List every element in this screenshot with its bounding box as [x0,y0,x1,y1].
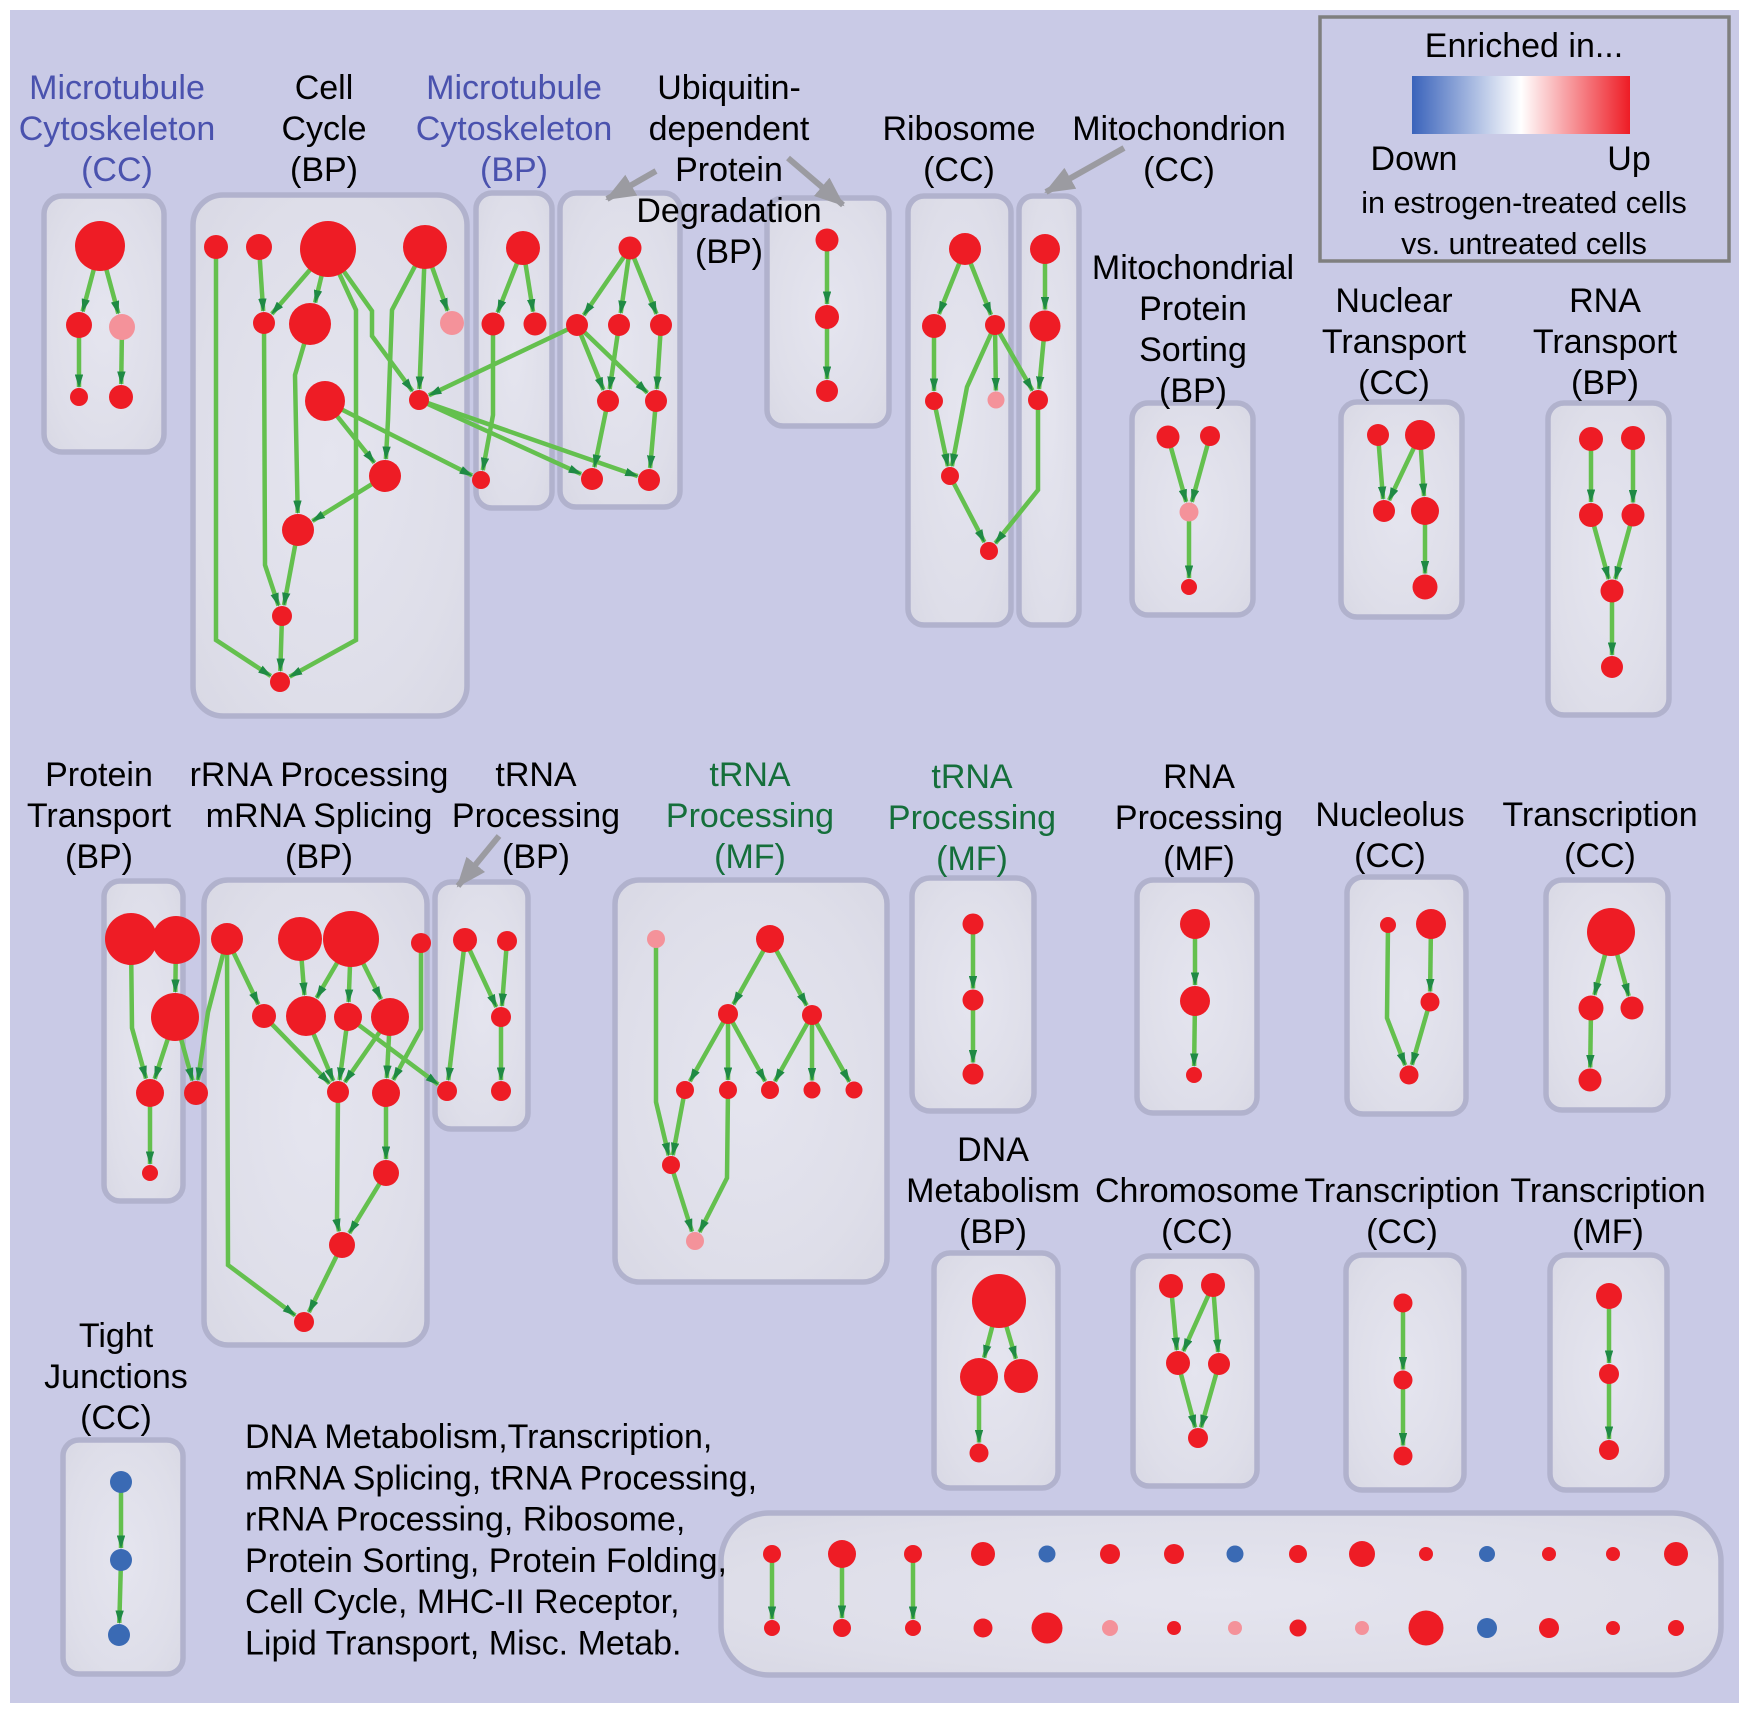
svg-text:Junctions: Junctions [44,1358,188,1396]
svg-text:mRNA Splicing, tRNA Processing: mRNA Splicing, tRNA Processing, [245,1459,757,1497]
svg-text:Processing: Processing [666,797,834,835]
svg-text:Processing: Processing [1115,799,1283,837]
svg-text:(BP): (BP) [1159,372,1227,410]
svg-text:Lipid Transport, Misc. Metab.: Lipid Transport, Misc. Metab. [245,1625,682,1663]
svg-text:(MF): (MF) [1163,840,1235,878]
svg-text:Enriched in...: Enriched in... [1425,27,1623,65]
svg-text:Protein Sorting, Protein Foldi: Protein Sorting, Protein Folding, [245,1542,727,1580]
svg-text:Nuclear: Nuclear [1335,282,1452,320]
svg-text:(CC): (CC) [1161,1213,1233,1251]
svg-text:(BP): (BP) [959,1213,1027,1251]
svg-text:RNA: RNA [1163,758,1235,796]
svg-text:Protein: Protein [1139,290,1247,328]
svg-text:(BP): (BP) [502,838,570,876]
svg-text:Tight: Tight [79,1317,154,1355]
svg-text:Protein: Protein [675,151,783,189]
svg-text:(BP): (BP) [290,151,358,189]
svg-text:Transport: Transport [27,797,172,835]
svg-text:Degradation: Degradation [636,192,821,230]
svg-text:Transcription: Transcription [1510,1172,1705,1210]
svg-text:Ribosome: Ribosome [882,110,1035,148]
svg-text:RNA: RNA [1569,282,1641,320]
svg-text:Ubiquitin-: Ubiquitin- [657,69,801,107]
svg-text:(BP): (BP) [1571,364,1639,402]
svg-text:(CC): (CC) [81,151,153,189]
svg-text:Chromosome: Chromosome [1095,1172,1299,1210]
svg-text:Microtubule: Microtubule [29,69,205,107]
svg-text:DNA Metabolism,Transcription,: DNA Metabolism,Transcription, [245,1418,712,1456]
svg-text:Cell: Cell [295,69,354,107]
svg-text:(BP): (BP) [695,233,763,271]
svg-text:Nucleolus: Nucleolus [1315,796,1464,834]
svg-text:(CC): (CC) [1366,1213,1438,1251]
svg-text:Transcription: Transcription [1304,1172,1499,1210]
svg-text:(MF): (MF) [936,840,1008,878]
svg-text:(BP): (BP) [480,151,548,189]
svg-text:Protein: Protein [45,756,153,794]
svg-text:Processing: Processing [452,797,620,835]
svg-text:dependent: dependent [649,110,810,148]
svg-text:Mitochondrion: Mitochondrion [1072,110,1286,148]
svg-text:(CC): (CC) [1358,364,1430,402]
svg-text:(MF): (MF) [714,838,786,876]
svg-text:Mitochondrial: Mitochondrial [1092,249,1294,287]
svg-text:tRNA: tRNA [931,758,1013,796]
svg-text:rRNA Processing: rRNA Processing [190,756,449,794]
svg-text:Cell Cycle, MHC-II Receptor,: Cell Cycle, MHC-II Receptor, [245,1583,680,1621]
svg-text:Cycle: Cycle [281,110,366,148]
svg-text:(CC): (CC) [1564,837,1636,875]
svg-text:Cytoskeleton: Cytoskeleton [19,110,216,148]
svg-text:tRNA: tRNA [709,756,791,794]
svg-text:Microtubule: Microtubule [426,69,602,107]
svg-text:(CC): (CC) [1354,837,1426,875]
svg-text:(BP): (BP) [285,838,353,876]
svg-text:Transport: Transport [1322,323,1467,361]
svg-text:Up: Up [1607,140,1650,178]
svg-text:in estrogen-treated cells: in estrogen-treated cells [1361,186,1687,220]
svg-text:(CC): (CC) [1143,151,1215,189]
svg-text:Down: Down [1371,140,1458,178]
svg-text:(CC): (CC) [923,151,995,189]
svg-text:(MF): (MF) [1572,1213,1644,1251]
svg-text:Cytoskeleton: Cytoskeleton [416,110,613,148]
svg-text:DNA: DNA [957,1131,1029,1169]
svg-text:tRNA: tRNA [495,756,577,794]
svg-text:(BP): (BP) [65,838,133,876]
svg-text:mRNA Splicing: mRNA Splicing [206,797,433,835]
svg-text:Transcription: Transcription [1502,796,1697,834]
svg-text:Metabolism: Metabolism [906,1172,1080,1210]
svg-text:vs. untreated cells: vs. untreated cells [1401,227,1647,261]
svg-text:(CC): (CC) [80,1399,152,1437]
svg-text:Sorting: Sorting [1139,331,1247,369]
svg-text:Transport: Transport [1533,323,1678,361]
svg-text:Processing: Processing [888,799,1056,837]
svg-text:rRNA Processing, Ribosome,: rRNA Processing, Ribosome, [245,1501,685,1539]
